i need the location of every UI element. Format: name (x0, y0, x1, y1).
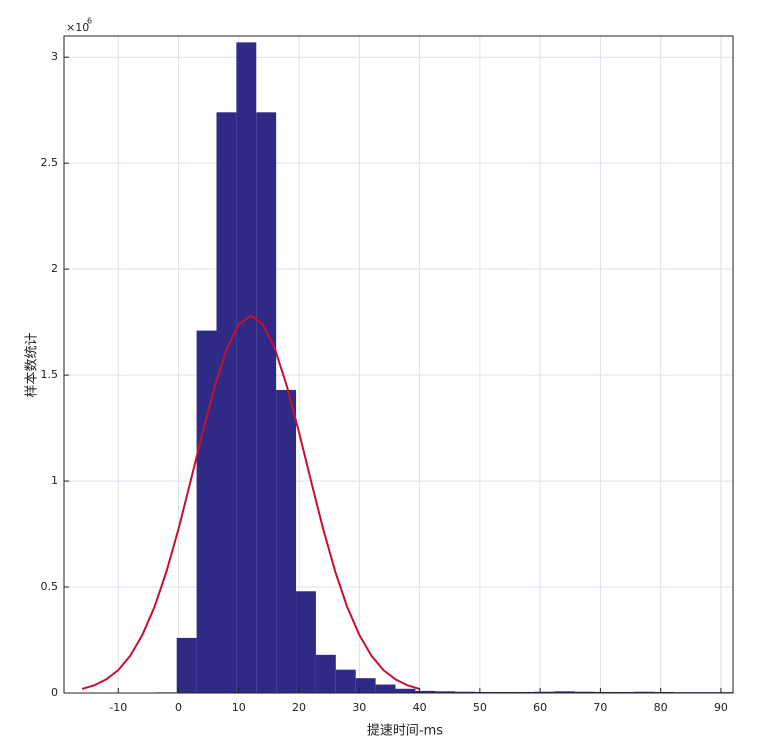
histogram-bar (415, 690, 436, 693)
y-scale-base: ×10 (66, 21, 89, 34)
histogram-bar (296, 591, 316, 693)
histogram-bar (276, 389, 297, 693)
x-tick-label: 60 (533, 701, 547, 714)
plot-frame (63, 35, 734, 694)
y-tick-label: 0 (51, 686, 58, 699)
y-tick-label: 0.5 (41, 580, 59, 593)
histogram-bar (315, 654, 336, 693)
histogram-bar (256, 112, 277, 694)
histogram-bar (494, 691, 515, 693)
histogram-bar (375, 684, 396, 693)
x-tick-label: 0 (175, 701, 182, 714)
y-tick-label: 2.5 (41, 156, 59, 169)
y-tick-label: 2 (51, 262, 58, 275)
y-tick-label: 3 (51, 50, 58, 63)
histogram-bar (614, 691, 635, 693)
fit-curve (81, 314, 420, 690)
x-tick-label: 30 (352, 701, 366, 714)
histogram-bar (176, 637, 197, 693)
histogram-bar (514, 691, 535, 693)
histogram-bar (475, 691, 495, 693)
x-tick-label: 50 (473, 701, 487, 714)
x-tick-label: 10 (232, 701, 246, 714)
x-axis-label: 提速时间-ms (367, 723, 443, 739)
histogram-bar (554, 691, 575, 693)
x-tick-label: -10 (109, 701, 127, 714)
histogram-bar (634, 691, 655, 693)
x-tick-label: 20 (292, 701, 306, 714)
x-tick-label: 80 (654, 701, 668, 714)
histogram-bar (355, 678, 376, 693)
histogram-bar (395, 688, 416, 693)
x-tick-label: 70 (593, 701, 607, 714)
y-tick-label: 1 (51, 474, 58, 487)
y-scale-exponent: 6 (87, 17, 92, 26)
histogram-bar (236, 42, 257, 694)
histogram-bar (654, 691, 674, 693)
histogram-bar (435, 691, 456, 693)
histogram-bar (196, 330, 217, 693)
histogram-bar (594, 691, 615, 693)
x-tick-label: 40 (413, 701, 427, 714)
histogram-bar (534, 691, 555, 693)
histogram-bar (216, 112, 237, 694)
histogram-bar (455, 691, 476, 693)
y-tick-label: 1.5 (41, 368, 59, 381)
x-tick-label: 90 (714, 701, 728, 714)
histogram-bar (574, 691, 595, 693)
histogram-bar (335, 669, 356, 693)
y-axis-label: 样本数统计 (25, 332, 40, 397)
